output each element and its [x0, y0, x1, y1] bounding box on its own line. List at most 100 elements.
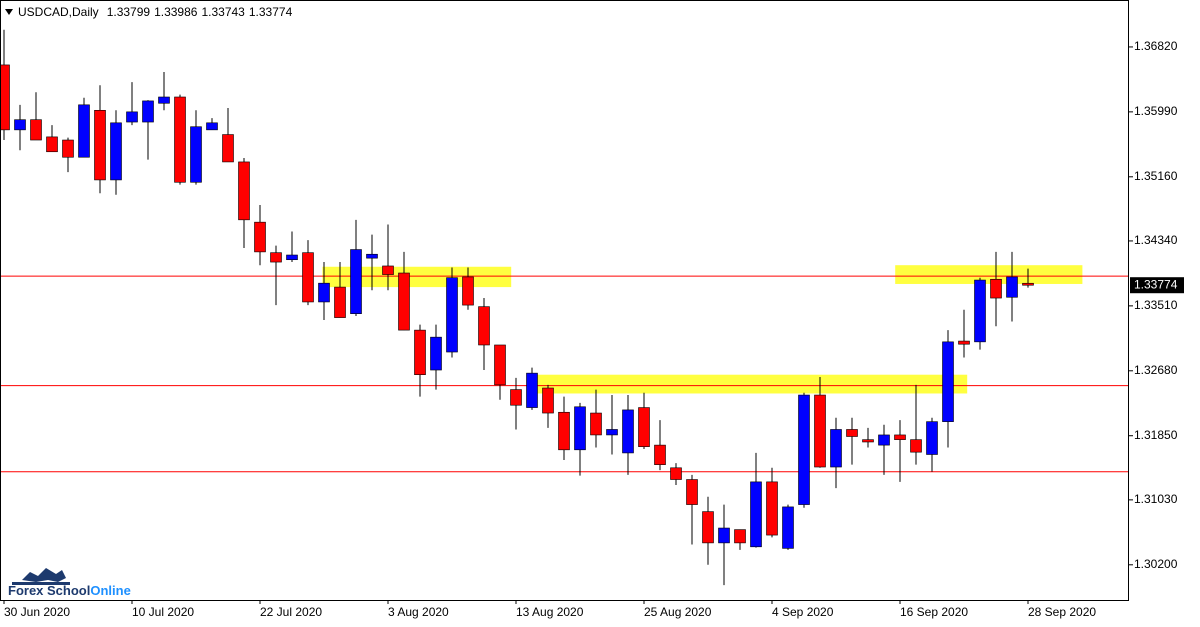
bear-body [910, 439, 922, 453]
bear-body [462, 276, 474, 306]
zone [895, 265, 1083, 284]
bear-body [894, 434, 906, 440]
bull-body [206, 122, 218, 131]
bull-body [110, 122, 122, 181]
bear-body [958, 340, 970, 345]
bear-body [302, 252, 314, 303]
bear-body [46, 136, 58, 153]
bull-body [574, 406, 586, 451]
y-tick-label: 1.36820 [1134, 39, 1178, 53]
y-tick-label: 1.35160 [1134, 169, 1178, 183]
bear-body [238, 161, 250, 221]
bear-body [814, 394, 826, 468]
bear-body [702, 511, 714, 544]
y-tick-label: 1.34340 [1134, 233, 1178, 247]
bull-body [606, 429, 618, 436]
y-tick-label: 1.31850 [1134, 428, 1178, 442]
bear-body [686, 479, 698, 505]
bull-body [878, 434, 890, 446]
bull-body [830, 429, 842, 468]
logo: Forex SchoolOnline [8, 568, 131, 598]
logo-bar [12, 582, 70, 585]
bull-body [974, 279, 986, 343]
bear-body [174, 96, 186, 183]
bear-body [862, 439, 874, 443]
bull-body [798, 394, 810, 505]
logo-text: Forex SchoolOnline [8, 583, 131, 598]
bear-body [382, 265, 394, 275]
price-marker [1130, 277, 1184, 294]
bull-body [78, 104, 90, 158]
bear-body [270, 252, 282, 263]
price-marker-label: 1.33774 [1134, 277, 1178, 291]
bull-body [126, 111, 138, 123]
bear-body [478, 306, 490, 346]
bear-body [494, 344, 506, 386]
bull-body [318, 282, 330, 303]
x-tick-label: 10 Jul 2020 [132, 605, 194, 619]
chart-header: USDCAD,Daily 1.33799 1.33986 1.33743 1.33774 [18, 5, 293, 19]
logo-part: Forex School [8, 583, 90, 598]
bear-body [222, 134, 234, 163]
bear-body [254, 221, 266, 253]
bull-body [190, 126, 202, 183]
bear-body [654, 444, 666, 465]
bear-body [766, 481, 778, 536]
y-tick-label: 1.31030 [1134, 492, 1178, 506]
zone [530, 374, 968, 394]
x-tick-label: 4 Sep 2020 [772, 605, 834, 619]
x-tick-label: 3 Aug 2020 [388, 605, 449, 619]
bull-body [718, 527, 730, 544]
open-price: 1.33799 [107, 5, 151, 19]
logo-part: Online [90, 583, 130, 598]
bull-body [942, 341, 954, 422]
low-price: 1.33743 [201, 5, 245, 19]
bull-body [430, 336, 442, 371]
bear-body [62, 139, 74, 158]
bull-body [366, 253, 378, 259]
x-tick-label: 16 Sep 2020 [900, 605, 968, 619]
x-tick-label: 28 Sep 2020 [1028, 605, 1096, 619]
bear-body [990, 278, 1002, 299]
bear-body [334, 286, 346, 318]
bull-body [1006, 276, 1018, 298]
bull-body [286, 254, 298, 261]
bear-body [94, 109, 106, 181]
bear-body [0, 64, 10, 131]
bull-body [622, 409, 634, 454]
bear-body [398, 272, 410, 331]
bear-body [414, 329, 426, 376]
x-tick-label: 25 Aug 2020 [644, 605, 712, 619]
bear-body [558, 411, 570, 451]
bull-body [350, 249, 362, 314]
bull-body [526, 372, 538, 408]
x-tick-label: 30 Jun 2020 [4, 605, 70, 619]
menu-arrow[interactable] [5, 9, 13, 15]
bear-body [590, 412, 602, 436]
bear-body [30, 119, 42, 141]
bull-body [14, 119, 26, 131]
bear-body [638, 407, 650, 447]
bear-body [542, 387, 554, 414]
y-tick-label: 1.32680 [1134, 363, 1178, 377]
bear-body [510, 389, 522, 406]
y-tick-label: 1.35990 [1134, 104, 1178, 118]
y-tick-label: 1.33510 [1134, 298, 1178, 312]
x-tick-label: 13 Aug 2020 [516, 605, 584, 619]
high-price: 1.33986 [154, 5, 198, 19]
bull-body [782, 506, 794, 549]
plot-border [0, 0, 1129, 601]
bear-body [734, 529, 746, 544]
plot-area [0, 29, 1128, 586]
logo-icon [22, 568, 66, 582]
bear-body [1022, 282, 1034, 286]
bull-body [142, 100, 154, 123]
bear-body [846, 429, 858, 437]
bull-body [446, 277, 458, 353]
close-price: 1.33774 [249, 5, 293, 19]
bull-body [926, 421, 938, 455]
bear-body [670, 467, 682, 480]
